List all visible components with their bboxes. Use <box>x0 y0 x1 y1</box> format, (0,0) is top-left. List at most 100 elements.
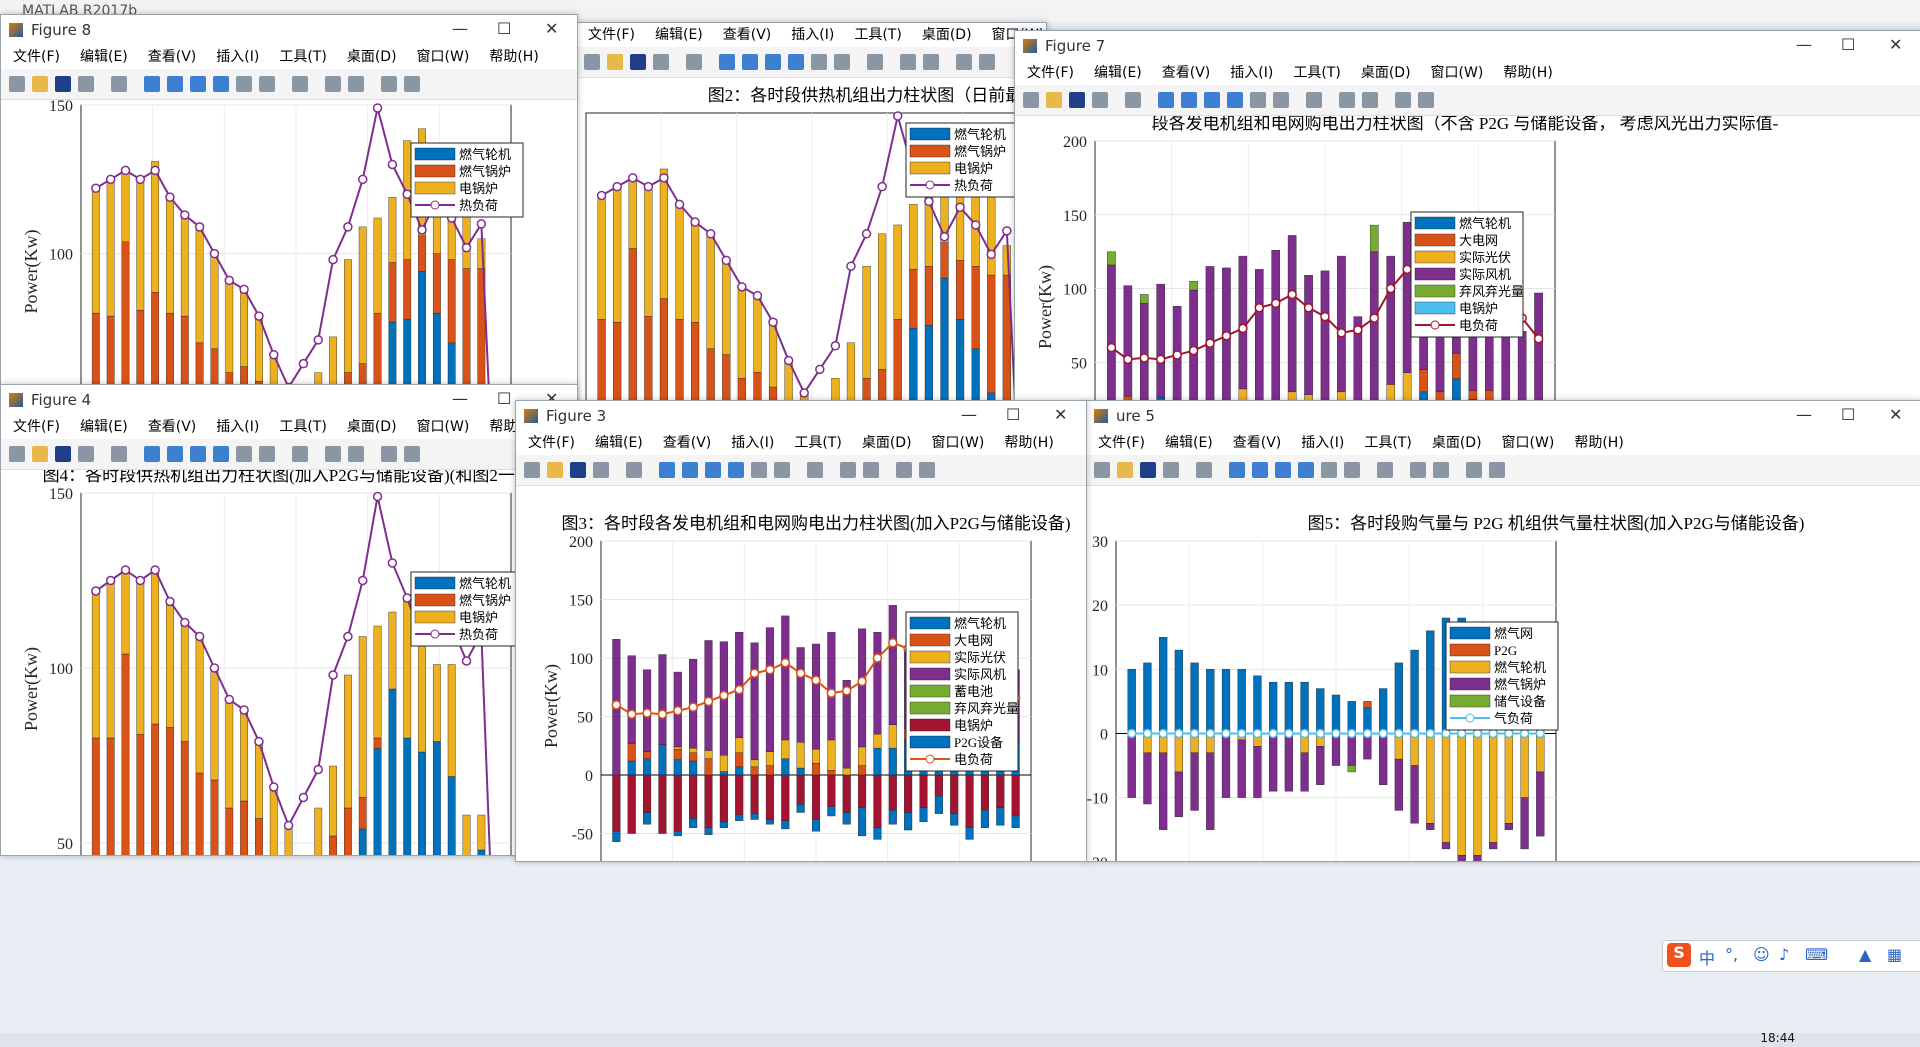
menu-item[interactable]: 帮助(H) <box>1004 435 1054 451</box>
window-titlebar[interactable]: Figure 7 — ☐ ✕ <box>1015 31 1920 61</box>
data-cursor-icon[interactable] <box>811 54 827 70</box>
colorbar-icon[interactable] <box>325 76 341 92</box>
zoom-out-icon[interactable] <box>742 54 758 70</box>
colorbar-icon[interactable] <box>840 462 856 478</box>
hide-plot-tools-icon[interactable] <box>381 76 397 92</box>
legend-icon[interactable] <box>348 76 364 92</box>
menu-item[interactable]: 编辑(E) <box>594 435 643 451</box>
pointer-icon[interactable] <box>1125 92 1141 108</box>
maximize-button[interactable]: ☐ <box>497 389 512 408</box>
ime-mic-icon[interactable]: ♪ <box>1779 945 1790 964</box>
open-file-icon[interactable] <box>1117 462 1133 478</box>
menu-item[interactable]: 窗口(W) <box>416 419 470 435</box>
menu-item[interactable]: 窗口(W) <box>1501 435 1555 451</box>
open-file-icon[interactable] <box>32 446 48 462</box>
link-icon[interactable] <box>292 446 308 462</box>
pointer-icon[interactable] <box>111 446 127 462</box>
show-plot-tools-icon[interactable] <box>979 54 995 70</box>
pointer-icon[interactable] <box>1196 462 1212 478</box>
menu-item[interactable]: 插入(I) <box>216 49 260 65</box>
link-icon[interactable] <box>1377 462 1393 478</box>
menu-item[interactable]: 帮助(H) <box>489 49 539 65</box>
maximize-button[interactable]: ☐ <box>1841 405 1856 424</box>
menu-item[interactable]: 桌面(D) <box>861 435 912 451</box>
open-file-icon[interactable] <box>547 462 563 478</box>
hide-plot-tools-icon[interactable] <box>381 446 397 462</box>
save-icon[interactable] <box>55 446 71 462</box>
pan-icon[interactable] <box>190 76 206 92</box>
rotate-icon[interactable] <box>1298 462 1314 478</box>
new-file-icon[interactable] <box>1023 92 1039 108</box>
rotate-icon[interactable] <box>788 54 804 70</box>
new-file-icon[interactable] <box>584 54 600 70</box>
open-file-icon[interactable] <box>607 54 623 70</box>
print-icon[interactable] <box>78 446 94 462</box>
link-icon[interactable] <box>1306 92 1322 108</box>
legend-icon[interactable] <box>1362 92 1378 108</box>
menu-item[interactable]: 桌面(D) <box>1360 65 1411 81</box>
colorbar-icon[interactable] <box>325 446 341 462</box>
menu-item[interactable]: 桌面(D) <box>346 419 397 435</box>
link-icon[interactable] <box>292 76 308 92</box>
menu-item[interactable]: 工具(T) <box>794 435 842 451</box>
menu-item[interactable]: 查看(V) <box>147 419 197 435</box>
zoom-out-icon[interactable] <box>1181 92 1197 108</box>
colorbar-icon[interactable] <box>900 54 916 70</box>
legend-icon[interactable] <box>1433 462 1449 478</box>
show-plot-tools-icon[interactable] <box>1489 462 1505 478</box>
data-cursor-icon[interactable] <box>1250 92 1266 108</box>
menu-item[interactable]: 桌面(D) <box>921 27 972 43</box>
link-icon[interactable] <box>867 54 883 70</box>
zoom-in-icon[interactable] <box>144 446 160 462</box>
menu-item[interactable]: 文件(F) <box>528 435 575 451</box>
maximize-button[interactable]: ☐ <box>497 19 512 38</box>
hide-plot-tools-icon[interactable] <box>896 462 912 478</box>
new-file-icon[interactable] <box>9 76 25 92</box>
minimize-button[interactable]: — <box>452 389 468 408</box>
menu-item[interactable]: 插入(I) <box>1230 65 1274 81</box>
ime-grid-icon[interactable]: ▦ <box>1887 945 1903 964</box>
menu-item[interactable]: 编辑(E) <box>1164 435 1213 451</box>
minimize-button[interactable]: — <box>452 19 468 38</box>
rotate-icon[interactable] <box>1227 92 1243 108</box>
menu-item[interactable]: 文件(F) <box>1098 435 1145 451</box>
maximize-button[interactable]: ☐ <box>1006 405 1021 424</box>
figure-window-fig2[interactable]: 文件(F)编辑(E)查看(V)插入(I)工具(T)桌面(D)窗口(W)帮助(H)… <box>575 22 1047 444</box>
menu-item[interactable]: 工具(T) <box>854 27 902 43</box>
close-button[interactable]: ✕ <box>1889 35 1903 54</box>
data-cursor-icon[interactable] <box>236 446 252 462</box>
brush-icon[interactable] <box>259 76 275 92</box>
menu-item[interactable]: 插入(I) <box>731 435 775 451</box>
menu-item[interactable]: 编辑(E) <box>654 27 703 43</box>
save-icon[interactable] <box>630 54 646 70</box>
menu-item[interactable]: 工具(T) <box>1293 65 1341 81</box>
rotate-icon[interactable] <box>728 462 744 478</box>
zoom-in-icon[interactable] <box>144 76 160 92</box>
print-icon[interactable] <box>78 76 94 92</box>
pan-icon[interactable] <box>190 446 206 462</box>
new-file-icon[interactable] <box>524 462 540 478</box>
menu-item[interactable]: 窗口(W) <box>931 435 985 451</box>
pointer-icon[interactable] <box>111 76 127 92</box>
legend-icon[interactable] <box>923 54 939 70</box>
ime-toolbar[interactable]: S 中 °, ☺ ♪ ⌨ ▲ ▦ <box>1662 940 1920 972</box>
menu-item[interactable]: 查看(V) <box>722 27 772 43</box>
show-plot-tools-icon[interactable] <box>919 462 935 478</box>
print-icon[interactable] <box>593 462 609 478</box>
show-plot-tools-icon[interactable] <box>404 446 420 462</box>
menu-item[interactable]: 编辑(E) <box>79 419 128 435</box>
window-titlebar[interactable]: Figure 8 — ☐ ✕ <box>1 15 577 45</box>
pan-icon[interactable] <box>705 462 721 478</box>
pan-icon[interactable] <box>1204 92 1220 108</box>
menu-item[interactable]: 文件(F) <box>13 49 60 65</box>
minimize-button[interactable]: — <box>961 405 977 424</box>
zoom-in-icon[interactable] <box>719 54 735 70</box>
print-icon[interactable] <box>653 54 669 70</box>
pointer-icon[interactable] <box>626 462 642 478</box>
menu-item[interactable]: 工具(T) <box>1364 435 1412 451</box>
maximize-button[interactable]: ☐ <box>1841 35 1856 54</box>
